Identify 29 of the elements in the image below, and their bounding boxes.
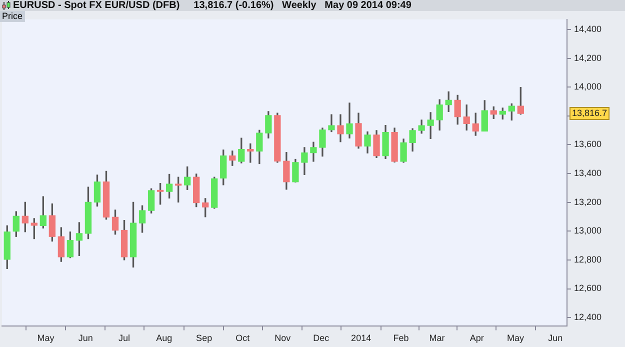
x-tick-label: Oct [236,333,250,344]
y-tick-label: 13,600 [574,139,602,150]
y-tick-label: 12,400 [574,312,602,322]
y-tick-label: 12,600 [574,283,602,294]
x-tick-label: May [37,333,55,344]
text: 13,816.7 [572,108,608,118]
x-tick-label: Nov [274,333,292,344]
x-tick-label: Jun [548,333,563,344]
chart-subtitle: 13,816.7 (-0.16%) Weekly May 09 2014 09:49 [194,0,412,11]
chart-title: EURUSD - Spot FX EUR/USD (DFB) [13,0,180,11]
y-tick-label: 14,000 [574,82,602,92]
y-tick-label: 14,400 [574,24,602,34]
y-tick-label: 14,200 [574,52,602,63]
y-tick-label: 13,200 [574,196,602,207]
x-tick-label: Sep [196,333,212,344]
x-tick-label: May [507,333,525,344]
x-tick-label: Dec [313,333,330,344]
x-tick-label: Jun [78,333,93,344]
x-tick-label: Mar [429,333,445,344]
y-axis-title: Price [0,11,25,22]
y-tick-label: 12,800 [574,254,602,264]
x-tick-label: Apr [470,333,484,344]
x-tick-label: Aug [156,333,172,344]
y-tick-label: 13,400 [574,168,602,178]
y-tick-label: 13,000 [574,226,602,236]
x-tick-label: Feb [393,333,409,344]
x-tick-label: 2014 [351,333,372,344]
candlestick [427,112,434,139]
x-tick-label: Jul [118,333,130,344]
